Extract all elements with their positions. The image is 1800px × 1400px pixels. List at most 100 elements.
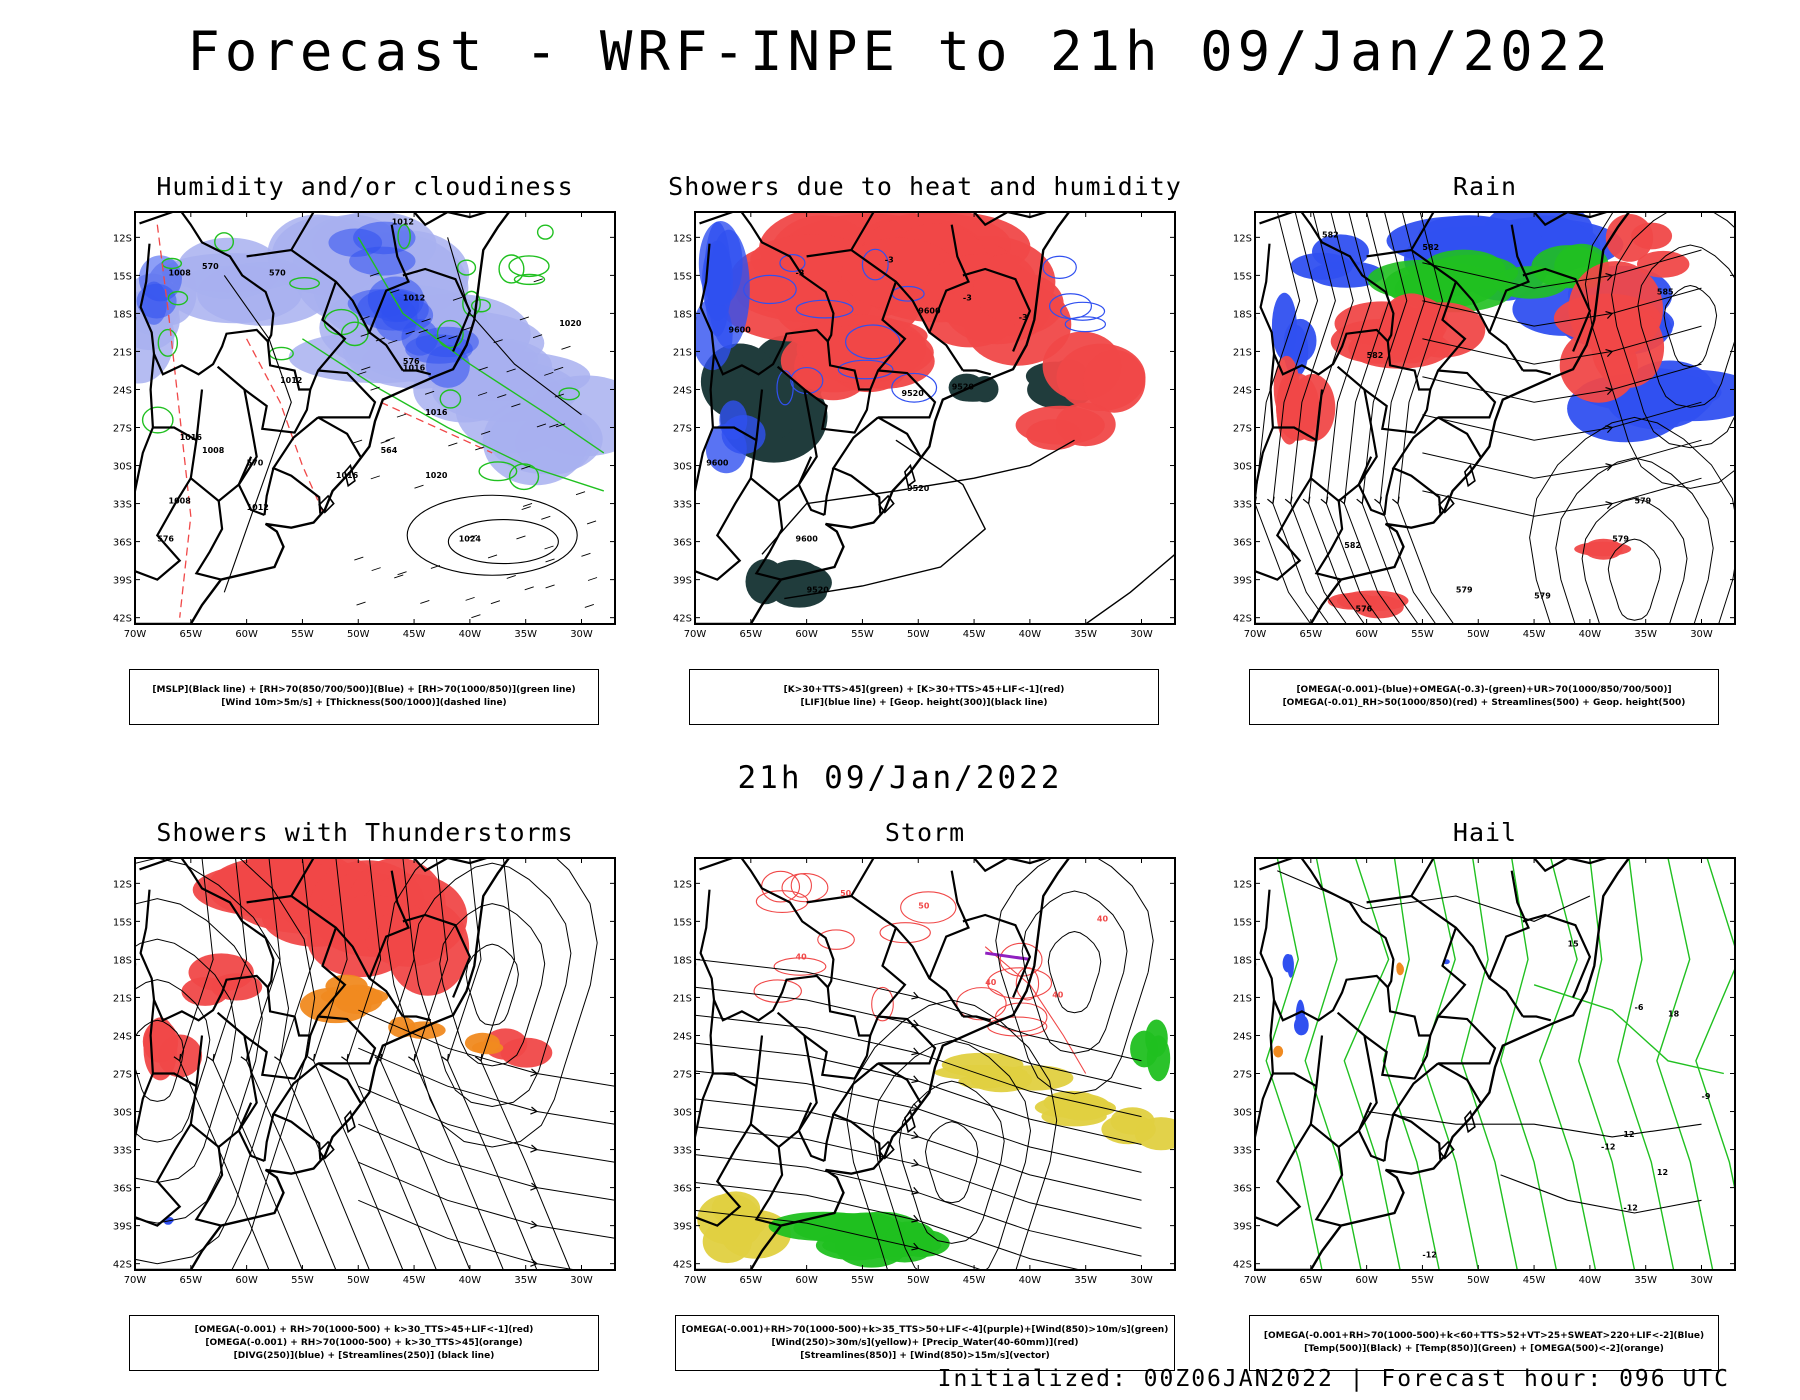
country-border xyxy=(309,281,347,390)
wind-vector xyxy=(480,430,491,435)
wind250-yellow xyxy=(702,1220,752,1264)
wind-vector xyxy=(418,329,428,334)
country-border xyxy=(135,999,156,1147)
lat-label: 36S xyxy=(673,538,692,549)
lif-contour xyxy=(743,274,797,305)
lat-label: 18S xyxy=(113,309,132,320)
country-border xyxy=(973,858,1047,873)
lon-label: 35W xyxy=(1634,629,1657,640)
country-border xyxy=(139,243,269,376)
lif-contour xyxy=(837,359,894,380)
country-border xyxy=(135,353,156,501)
lagoon-outline xyxy=(318,494,335,514)
omega-red xyxy=(1574,541,1632,557)
contour-label: 9520 xyxy=(902,389,925,398)
precip-water-contour xyxy=(781,872,829,903)
lon-label: 45W xyxy=(963,629,986,640)
streamline-arrow xyxy=(1267,496,1275,505)
lat-label: 42S xyxy=(1233,614,1252,625)
rh-contour-green xyxy=(439,389,462,409)
country-border xyxy=(413,212,487,227)
hail-orange xyxy=(1396,962,1403,973)
country-border xyxy=(878,1015,937,1065)
country-border xyxy=(309,927,347,1036)
streamline xyxy=(1637,244,1735,408)
contour-label: 40 xyxy=(985,978,997,987)
lon-label: 30W xyxy=(1690,629,1713,640)
contour-label: 1020 xyxy=(559,319,582,328)
omega-blue xyxy=(1386,215,1543,266)
country-border xyxy=(194,500,224,581)
panel-legend: [K>30+TTS>45](green) + [K>30+TTS>45+LIF<… xyxy=(689,669,1159,725)
legend-line: [OMEGA(-0.01)_RH>50(1000/850)(red) + Str… xyxy=(1282,698,1686,708)
contour-label: 579 xyxy=(1534,592,1551,601)
lon-label: 35W xyxy=(514,629,537,640)
country-border xyxy=(135,477,192,581)
lat-label: 39S xyxy=(113,1222,132,1233)
wind-vector xyxy=(545,584,555,589)
contour-label: 570 xyxy=(202,262,219,271)
contour-label: 9600 xyxy=(918,306,941,315)
lat-label: 42S xyxy=(673,614,692,625)
wind-vector xyxy=(360,332,370,337)
rh-contour-green xyxy=(397,224,411,250)
streamline-arrow xyxy=(274,1053,282,1062)
temp850-contour xyxy=(1460,858,1518,1270)
country-border xyxy=(246,248,404,372)
lagoon-outline xyxy=(318,1140,335,1160)
streamline-arrow xyxy=(911,1075,920,1084)
lat-label: 21S xyxy=(673,347,692,358)
country-border xyxy=(1437,1062,1482,1104)
contour-label: 1008 xyxy=(169,497,192,506)
precip-water-contour xyxy=(817,929,855,950)
lagoon-outline xyxy=(1464,463,1476,488)
map-rain: 582 582 585 582 579 579 579 579 582 576 12S 15S 18S 2… xyxy=(1233,211,1736,640)
country-border xyxy=(1391,416,1442,514)
country-border xyxy=(1533,212,1607,227)
country-border xyxy=(928,870,970,979)
streamline-arrow xyxy=(474,1053,483,1062)
panel-hail: Hail -12 -12 -12 -9 -6 12 12 15 18 12S 15S 18S 21S 24… xyxy=(1215,818,1755,1393)
wind-vector xyxy=(587,577,598,581)
temp850-contour xyxy=(1304,858,1362,1270)
lat-label: 27S xyxy=(113,424,132,435)
lon-label: 65W xyxy=(1300,1275,1323,1286)
country-border xyxy=(1522,913,1592,998)
country-border xyxy=(1259,889,1389,1022)
wind-vector xyxy=(493,339,503,344)
red-area xyxy=(973,253,1038,321)
country-border xyxy=(1488,224,1530,333)
streamline xyxy=(924,1121,979,1204)
bottom-row-date: 21h 09/Jan/2022 xyxy=(737,760,1063,796)
lon-label: 40W xyxy=(1579,1275,1602,1286)
temp850-contour xyxy=(1533,984,1724,1075)
lon-label: 65W xyxy=(180,629,203,640)
lon-label: 55W xyxy=(851,629,874,640)
country-border xyxy=(749,1035,813,1149)
country-border xyxy=(317,1062,362,1104)
lat-label: 12S xyxy=(1233,233,1252,244)
geop-contour xyxy=(761,439,1075,555)
country-border xyxy=(413,858,487,873)
lif-contour xyxy=(790,366,824,395)
wind850-green xyxy=(815,1230,897,1261)
lat-label: 33S xyxy=(113,1146,132,1157)
country-border xyxy=(216,987,312,1080)
country-border xyxy=(1522,1015,1552,1022)
wind-vector xyxy=(521,506,531,511)
lat-label: 30S xyxy=(113,1108,132,1119)
lon-label: 60W xyxy=(1355,1275,1378,1286)
country-border xyxy=(962,913,1032,998)
lon-label: 50W xyxy=(1467,629,1490,640)
streamline xyxy=(1555,457,1714,624)
contour-label: 570 xyxy=(269,268,286,277)
panel-title: Showers due to heat and humidity xyxy=(668,172,1182,201)
geop-contour xyxy=(784,439,987,600)
lon-label: 40W xyxy=(459,629,482,640)
lon-label: 50W xyxy=(347,629,370,640)
wind-vector xyxy=(584,604,594,608)
lat-label: 18S xyxy=(673,309,692,320)
panel-showers-heat: Showers due to heat and humidity 9600 960… xyxy=(655,172,1195,747)
contour-label: 579 xyxy=(1612,535,1629,544)
